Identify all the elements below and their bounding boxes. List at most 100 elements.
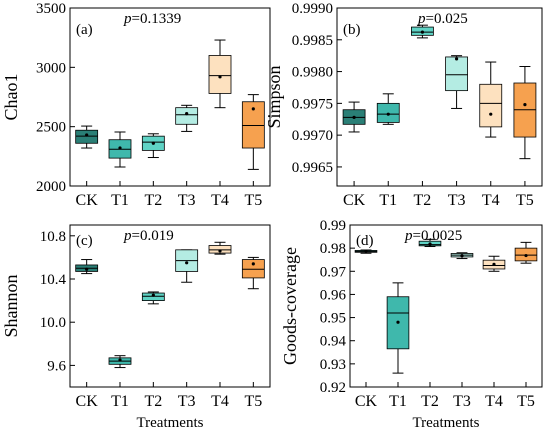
box-iqr (208, 55, 232, 94)
box-iqr (479, 83, 503, 128)
mean-point (251, 262, 255, 266)
x-tick-label: T5 (516, 192, 534, 209)
box-T3 (175, 249, 199, 283)
x-tick-label: CK (355, 393, 378, 410)
y-tick-label: 0.94 (320, 334, 347, 350)
panel-a: 2000 2500 3000 3500 CK T1 T2 T3 T4 T5 (a) p=0.1339 C… (1, 1, 271, 209)
y-tick-label: 0.9980 (292, 65, 333, 81)
p-value: p=0.019 (123, 228, 174, 244)
box-T1 (108, 131, 132, 168)
box-T2 (411, 24, 434, 39)
y-axis-label: Chao1 (1, 74, 21, 121)
x-tick-label: T5 (244, 393, 262, 410)
y-tick-label: 10.8 (40, 229, 66, 245)
y-axis-label: Goods-coverage (280, 247, 300, 365)
y-tick-label: 0.9990 (292, 1, 333, 17)
x-tick-label: CK (343, 192, 366, 209)
y-tick-label: 0.9965 (292, 160, 333, 176)
box-iqr (241, 259, 265, 279)
mean-point (151, 293, 155, 297)
y-tick-label: 9.6 (47, 358, 66, 374)
box-T3 (450, 252, 474, 260)
panel-label: (d) (356, 233, 374, 249)
box-T2 (141, 133, 165, 159)
x-tick-label: T2 (421, 393, 439, 410)
x-tick-label: T3 (448, 192, 466, 209)
y-tick-label: 0.95 (320, 311, 346, 327)
box-CK (75, 125, 99, 149)
y-tick-label: 10.4 (40, 272, 67, 288)
plot-frame (349, 224, 543, 388)
x-tick-label: T4 (485, 393, 503, 410)
mean-point (185, 112, 189, 116)
x-tick-label: T4 (211, 192, 229, 209)
mean-point (218, 75, 222, 79)
box-iqr (141, 292, 165, 302)
x-tick-label: T1 (379, 192, 397, 209)
plot-frame (336, 7, 543, 187)
box-iqr (445, 56, 468, 92)
box-T5 (514, 241, 538, 264)
y-tick-label: 3000 (36, 60, 66, 76)
x-tick-label: T1 (111, 393, 129, 410)
p-value: p=0.1339 (123, 11, 181, 27)
x-tick-label: CK (76, 192, 99, 209)
box-T5 (513, 65, 537, 160)
panel-b: 0.9965 0.9970 0.9975 0.9980 0.9985 0.9990 CK T1… (264, 1, 543, 209)
y-tick-label: 0.97 (320, 264, 347, 280)
mean-point (251, 107, 255, 111)
mean-point (118, 146, 122, 150)
x-axis-label: Treatments (413, 415, 480, 431)
mean-point (364, 249, 368, 253)
p-value: p=0.025 (417, 11, 468, 27)
x-tick-label: CK (76, 393, 99, 410)
box-CK (354, 249, 378, 254)
y-tick-label: 0.9970 (292, 128, 333, 144)
mean-point (396, 320, 400, 324)
box-T4 (208, 39, 232, 109)
y-tick-label: 2000 (36, 179, 66, 195)
x-tick-label: T5 (517, 393, 535, 410)
x-tick-label: T2 (144, 393, 162, 410)
box-iqr (208, 245, 232, 254)
mean-point (428, 242, 432, 246)
mean-point (118, 358, 122, 362)
panel-label: (c) (76, 233, 93, 249)
panel-label: (b) (343, 22, 361, 38)
panel-label: (a) (76, 22, 93, 38)
mean-point (352, 115, 356, 119)
plot-frame (69, 7, 271, 187)
box-T1 (386, 282, 410, 374)
mean-point (454, 57, 459, 61)
mean-point (489, 112, 493, 116)
mean-point (420, 30, 425, 34)
y-tick-label: 3500 (36, 1, 66, 17)
x-tick-label: T3 (453, 393, 471, 410)
box-iqr (175, 107, 199, 125)
box-T2 (141, 291, 165, 305)
box-CK (342, 101, 366, 133)
mean-point (85, 267, 89, 271)
panel-c: 9.6 10.0 10.4 10.8 CK T1 T2 T3 T4 T5 (c) p=0.019 Sha… (1, 224, 271, 431)
p-value: p=0.0025 (404, 228, 462, 244)
box-T4 (482, 255, 506, 272)
x-tick-label: T1 (111, 192, 129, 209)
y-tick-label: 0.9985 (292, 33, 333, 49)
y-axis-label: Simpson (264, 65, 284, 128)
x-tick-label: T4 (482, 192, 500, 209)
y-tick-label: 0.99 (320, 218, 346, 234)
box-CK (75, 259, 99, 275)
x-tick-label: T2 (414, 192, 432, 209)
x-tick-label: T3 (178, 192, 196, 209)
box-T3 (175, 104, 199, 132)
mean-point (386, 112, 390, 116)
box-T2 (418, 238, 442, 248)
mean-point (492, 262, 496, 266)
mean-point (218, 249, 222, 253)
x-tick-label: T1 (389, 393, 407, 410)
box-iqr (241, 101, 265, 149)
y-tick-label: 0.96 (320, 287, 347, 303)
box-T4 (208, 241, 232, 255)
x-tick-label: T2 (144, 192, 162, 209)
